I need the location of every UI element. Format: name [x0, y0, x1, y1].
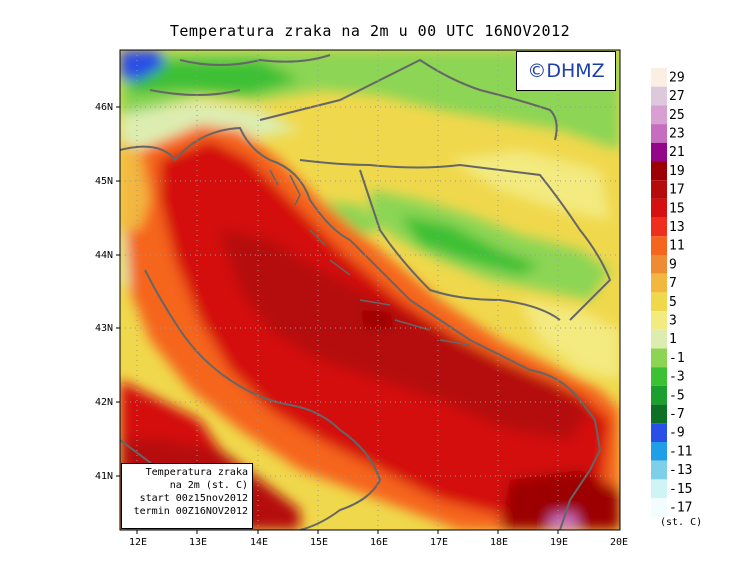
map-title: Temperatura zraka na 2m u 00 UTC 16NOV20…: [169, 22, 571, 40]
legend-swatch: [651, 198, 667, 218]
legend-swatch: [651, 348, 667, 368]
lon-label: 15E: [310, 537, 328, 548]
legend-swatch: [651, 404, 667, 424]
legend-label: 19: [669, 164, 685, 179]
legend-swatch: [651, 236, 667, 255]
legend-swatch: [651, 255, 667, 274]
legend-label: -13: [669, 463, 692, 478]
legend-swatch: [651, 68, 667, 87]
legend-label: 15: [669, 201, 685, 216]
legend-label: -9: [669, 426, 685, 441]
map-frame: [119, 49, 621, 531]
legend-swatch: [651, 142, 667, 162]
legend-label: 5: [669, 295, 677, 310]
legend-label: 1: [669, 332, 677, 347]
islands: [269, 169, 471, 346]
legend-swatch: [651, 498, 667, 517]
legend-label: 3: [669, 314, 677, 329]
lon-label: 17E: [430, 537, 448, 548]
legend-labels: 29 27 25 23 21 19 17 15 13 11 9 7 5 3 1 -1 -3 -5 -7 -9 -11 -1…: [669, 70, 692, 515]
legend-swatch: [651, 180, 667, 199]
legend-swatch: [651, 311, 667, 330]
lon-label: 12E: [129, 537, 147, 548]
legend-swatch: [651, 367, 667, 386]
legend-label: 25: [669, 108, 685, 123]
legend-label: -15: [669, 482, 692, 497]
info-line: na 2m (st. C): [169, 480, 248, 491]
lon-label: 16E: [370, 537, 388, 548]
lat-label: 41N: [95, 471, 113, 482]
lat-labels: 46N 45N 44N 43N 42N 41N: [95, 102, 113, 482]
legend-label: -7: [669, 407, 685, 422]
info-line: Temperatura zraka: [145, 467, 248, 478]
lat-label: 42N: [95, 397, 113, 408]
legend-label: 23: [669, 126, 685, 141]
legend-swatch: [651, 161, 667, 181]
lat-label: 46N: [95, 102, 113, 113]
legend-label: 17: [669, 183, 685, 198]
legend-label: -17: [669, 500, 692, 515]
legend-swatch: [651, 479, 667, 499]
legend-swatch: [651, 292, 667, 312]
info-line: termin 00Z16NOV2012: [133, 506, 248, 517]
legend-label: -1: [669, 351, 685, 366]
graticule: [120, 50, 620, 530]
lat-label: 43N: [95, 323, 113, 334]
legend-label: -3: [669, 370, 685, 385]
info-box: Temperatura zraka na 2m (st. C) start 00…: [121, 463, 253, 529]
legend-swatch: [651, 217, 667, 237]
legend-label: 7: [669, 276, 677, 291]
legend-swatch: [651, 385, 667, 405]
legend-label: 9: [669, 257, 677, 272]
temperature-field: [120, 50, 620, 530]
legend-swatch: [651, 442, 667, 461]
legend-swatch: [651, 423, 667, 442]
lat-label: 45N: [95, 176, 113, 187]
legend-label: 27: [669, 89, 685, 104]
legend-swatch: [651, 329, 667, 349]
legend-label: -11: [669, 444, 692, 459]
legend-label: 21: [669, 145, 685, 160]
lon-label: 20E: [610, 537, 628, 548]
legend-label: 11: [669, 239, 685, 254]
legend-swatch: [651, 86, 667, 106]
lon-label: 19E: [550, 537, 568, 548]
legend-swatch: [651, 105, 667, 125]
legend-swatch: [651, 124, 667, 143]
lon-labels: 12E 13E 14E 15E 16E 17E 18E 19E 20E: [129, 537, 628, 548]
legend-colorbar: [651, 68, 667, 517]
lon-label: 13E: [189, 537, 207, 548]
lat-ticks: [116, 106, 559, 534]
dhmz-logo: ©DHMZ: [516, 51, 616, 91]
legend-swatch: [651, 273, 667, 293]
legend-label: 13: [669, 220, 685, 235]
lat-label: 44N: [95, 250, 113, 261]
legend-label: -5: [669, 388, 685, 403]
legend-label: 29: [669, 70, 685, 85]
legend-unit: (st. C): [660, 517, 703, 528]
lon-label: 18E: [490, 537, 508, 548]
info-line: start 00z15nov2012: [139, 493, 248, 504]
lon-label: 14E: [250, 537, 268, 548]
legend-swatch: [651, 460, 667, 480]
